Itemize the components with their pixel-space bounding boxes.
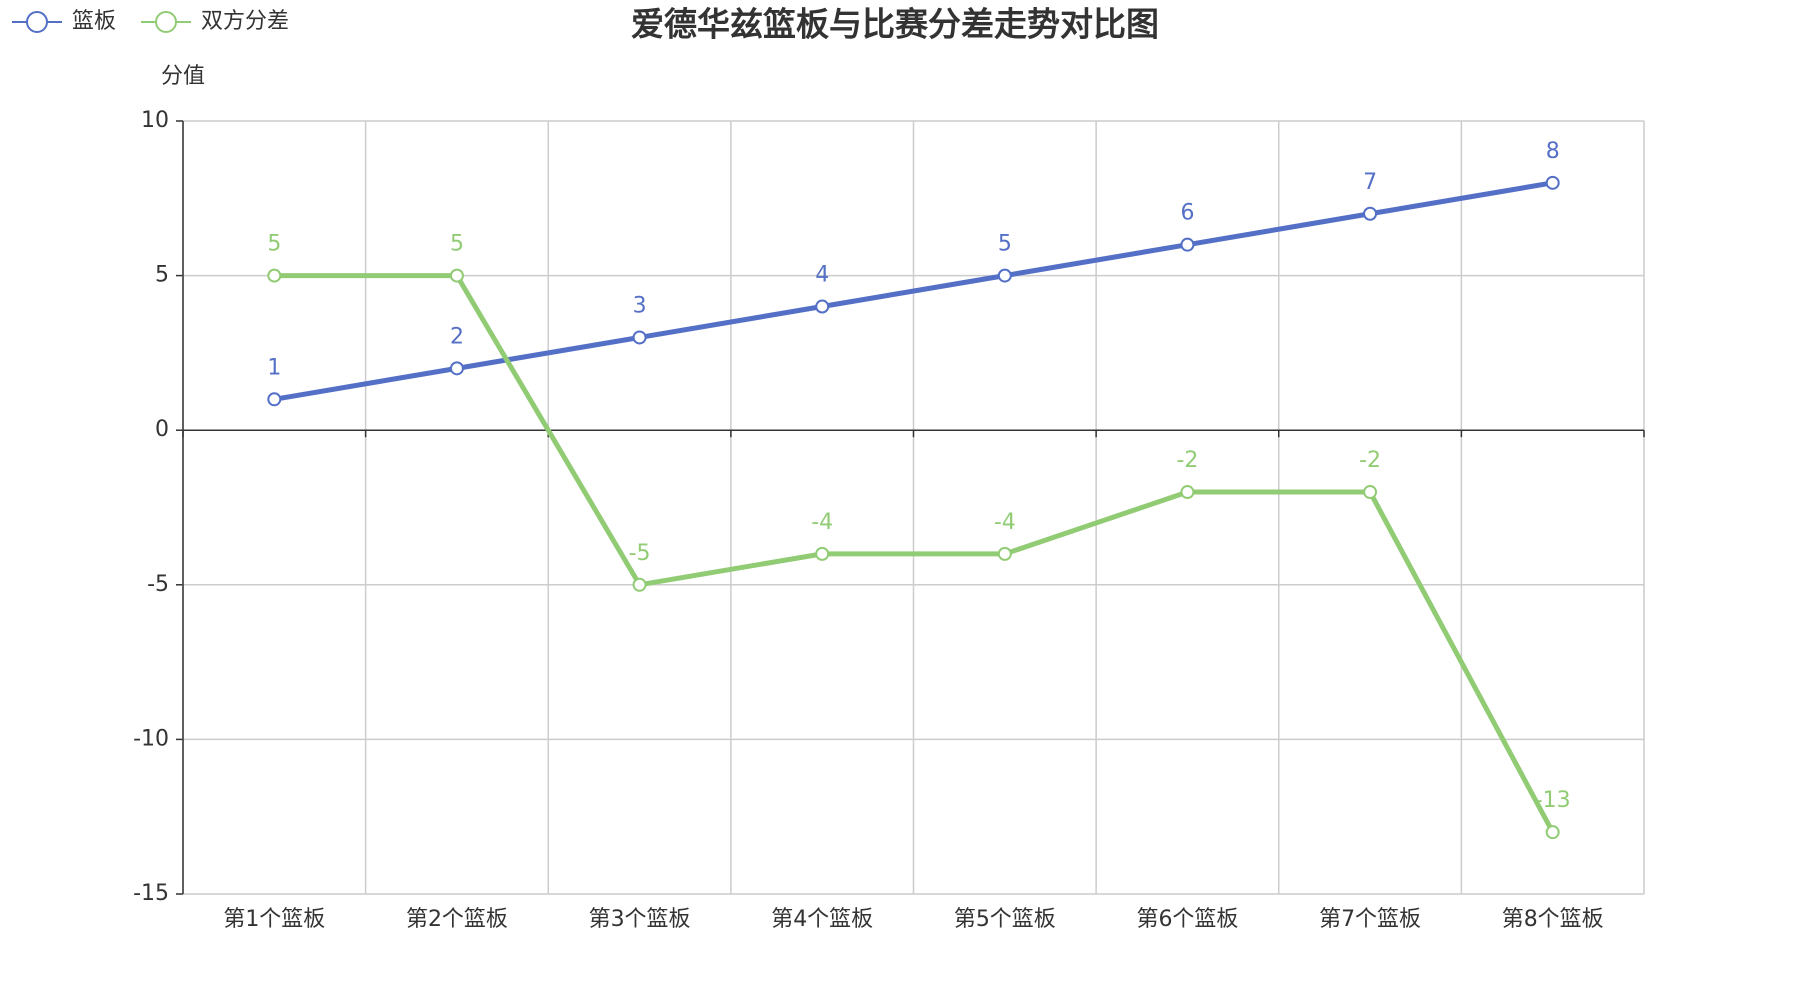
series-line xyxy=(274,273,1555,834)
data-label: -4 xyxy=(994,510,1016,535)
data-point xyxy=(815,546,830,561)
y-tick-label: 0 xyxy=(155,417,169,442)
data-point xyxy=(1180,485,1195,500)
x-tick-label: 第5个篮板 xyxy=(954,907,1056,932)
data-point xyxy=(1545,825,1560,840)
data-label: -2 xyxy=(1359,448,1381,473)
chart-title: 爱德华兹篮板与比赛分差走势对比图 xyxy=(631,5,1159,44)
x-tick-label: 第7个篮板 xyxy=(1319,907,1421,932)
data-label: 3 xyxy=(633,293,647,318)
data-label: 6 xyxy=(1180,201,1194,226)
x-tick-label: 第3个篮板 xyxy=(589,907,691,932)
data-label: 1 xyxy=(267,355,281,380)
data-point xyxy=(1363,206,1378,221)
x-tick-label: 第8个篮板 xyxy=(1502,907,1604,932)
y-tick-label: -5 xyxy=(147,572,169,597)
data-label: 5 xyxy=(998,232,1012,257)
data-label: 2 xyxy=(450,324,464,349)
data-point xyxy=(1363,485,1378,500)
data-point xyxy=(449,361,464,376)
data-label: -13 xyxy=(1535,788,1571,813)
data-label: 7 xyxy=(1363,170,1377,195)
data-point xyxy=(997,546,1012,561)
data-label: 5 xyxy=(450,232,464,257)
data-point xyxy=(267,392,282,407)
legend-item[interactable]: 双方分差 xyxy=(141,9,289,34)
data-point xyxy=(815,299,830,314)
legend-symbol xyxy=(155,11,178,33)
x-tick-label: 第2个篮板 xyxy=(406,907,508,932)
x-tick-label: 第1个篮板 xyxy=(223,907,325,932)
data-point xyxy=(632,330,647,345)
data-point xyxy=(449,268,464,283)
y-axis-label: 分值 xyxy=(161,64,205,89)
legend-item[interactable]: 篮板 xyxy=(12,9,116,34)
data-point xyxy=(632,577,647,592)
y-tick-label: -10 xyxy=(133,726,169,751)
legend-label: 双方分差 xyxy=(201,9,289,34)
data-label: -2 xyxy=(1176,448,1198,473)
data-point xyxy=(997,268,1012,283)
data-label: 4 xyxy=(815,263,829,288)
x-tick-label: 第4个篮板 xyxy=(771,907,873,932)
legend-label: 篮板 xyxy=(72,9,116,34)
y-tick-label: 5 xyxy=(155,263,169,288)
data-label: -5 xyxy=(629,541,651,566)
data-label: -4 xyxy=(811,510,833,535)
x-tick-label: 第6个篮板 xyxy=(1136,907,1238,932)
data-point xyxy=(1545,175,1560,190)
data-point xyxy=(267,268,282,283)
y-tick-label: -15 xyxy=(133,881,169,906)
data-label: 5 xyxy=(267,232,281,257)
legend-symbol xyxy=(26,11,48,33)
y-tick-label: 10 xyxy=(141,108,169,133)
data-point xyxy=(1180,237,1195,252)
data-label: 8 xyxy=(1546,139,1560,164)
series-line xyxy=(273,180,1554,402)
